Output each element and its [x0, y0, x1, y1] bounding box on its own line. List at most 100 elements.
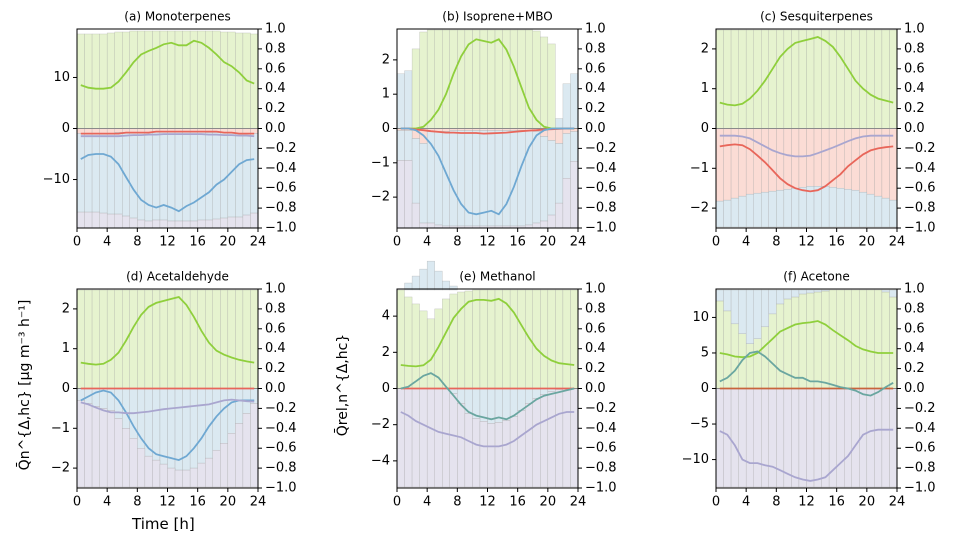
- bar: [859, 29, 868, 129]
- bar: [494, 422, 503, 488]
- y2-tick-label: −1.0: [904, 221, 936, 236]
- bar: [197, 462, 206, 488]
- bar: [738, 195, 747, 228]
- y2-tick-label: −0.2: [265, 401, 297, 416]
- bar: [419, 143, 428, 224]
- bar: [555, 118, 564, 129]
- x-tick-label: 4: [742, 495, 750, 510]
- y2-tick-label: 0.4: [265, 81, 286, 96]
- bar: [570, 73, 579, 129]
- bar: [806, 292, 815, 389]
- bar: [836, 29, 845, 129]
- bar: [791, 187, 800, 228]
- y-axis-label-left: Q̄n^{Δ,hc} [μg m⁻³ h⁻¹]: [17, 299, 33, 471]
- bar: [144, 30, 153, 129]
- x-tick-label: 16: [828, 235, 845, 250]
- bar: [562, 83, 571, 129]
- x-tick-label: 16: [509, 235, 526, 250]
- bar: [212, 449, 221, 488]
- bar: [137, 289, 146, 389]
- y2-tick-label: 0.4: [904, 341, 925, 356]
- y-tick-label: −10: [43, 172, 70, 187]
- bar: [189, 220, 198, 229]
- bar: [235, 133, 244, 218]
- bar: [540, 394, 549, 488]
- y-tick-label: 0: [382, 381, 390, 396]
- y-tick-label: −1: [690, 161, 709, 176]
- bar: [806, 128, 815, 187]
- bar: [866, 29, 875, 129]
- y2-tick-label: 0.2: [265, 361, 286, 376]
- bar: [189, 467, 198, 488]
- bar: [220, 132, 229, 219]
- bar: [738, 128, 747, 197]
- bar: [745, 289, 754, 344]
- bar: [532, 398, 541, 488]
- bar: [730, 388, 739, 488]
- x-tick-label: 16: [828, 495, 845, 510]
- bar: [91, 33, 100, 129]
- bar: [753, 388, 762, 488]
- bar: [129, 217, 138, 229]
- series-line: [719, 36, 894, 107]
- x-tick-label: 0: [393, 495, 401, 510]
- bar: [189, 388, 198, 469]
- chart-title: (b) Isoprene+MBO: [442, 10, 552, 24]
- y2-tick-label: −1.0: [585, 221, 617, 236]
- bar: [189, 289, 198, 389]
- chart-title: (e) Methanol: [459, 270, 535, 284]
- bar: [761, 289, 769, 328]
- bar: [212, 218, 221, 229]
- bar: [517, 289, 526, 389]
- bar: [532, 222, 541, 229]
- y2-tick-label: −0.6: [904, 181, 936, 196]
- bar: [404, 160, 413, 229]
- bar: [776, 29, 785, 129]
- series-line: [80, 398, 255, 415]
- bar: [106, 32, 115, 129]
- bar: [715, 388, 724, 488]
- bar: [434, 131, 443, 226]
- x-axis-label: Time [h]: [132, 515, 195, 533]
- bar: [821, 290, 830, 389]
- y2-tick-label: −0.4: [265, 161, 297, 176]
- bar: [442, 388, 450, 488]
- y2-tick-label: 0.6: [904, 321, 925, 336]
- bar: [813, 128, 822, 187]
- bar: [144, 220, 153, 229]
- bar: [250, 212, 259, 229]
- y2-tick-label: −0.6: [265, 441, 297, 456]
- bar: [738, 289, 747, 334]
- x-tick-label: 0: [73, 495, 81, 510]
- bar: [250, 289, 259, 389]
- bar: [555, 289, 564, 389]
- bar: [167, 220, 176, 229]
- bar: [91, 133, 100, 213]
- bar: [487, 29, 496, 129]
- bar: [798, 293, 807, 389]
- bar: [411, 388, 420, 488]
- bar: [197, 388, 206, 464]
- bar: [159, 463, 168, 488]
- bar: [874, 128, 883, 197]
- bar: [250, 133, 259, 214]
- bar: [745, 388, 754, 488]
- bar: [404, 70, 413, 129]
- bar: [791, 289, 800, 298]
- y-tick-label: 1: [701, 81, 709, 96]
- bar: [836, 388, 845, 488]
- y2-tick-label: 0.8: [265, 41, 286, 56]
- bar: [76, 289, 85, 389]
- bar: [509, 388, 518, 417]
- bar: [99, 133, 108, 214]
- bar: [174, 220, 183, 229]
- bar: [502, 388, 511, 421]
- bar: [137, 30, 146, 129]
- bar: [889, 199, 898, 228]
- bar: [540, 36, 549, 129]
- bar: [227, 289, 236, 389]
- bar: [821, 289, 830, 292]
- bar: [227, 31, 236, 129]
- bar: [494, 29, 503, 129]
- x-tick-label: 20: [859, 495, 876, 510]
